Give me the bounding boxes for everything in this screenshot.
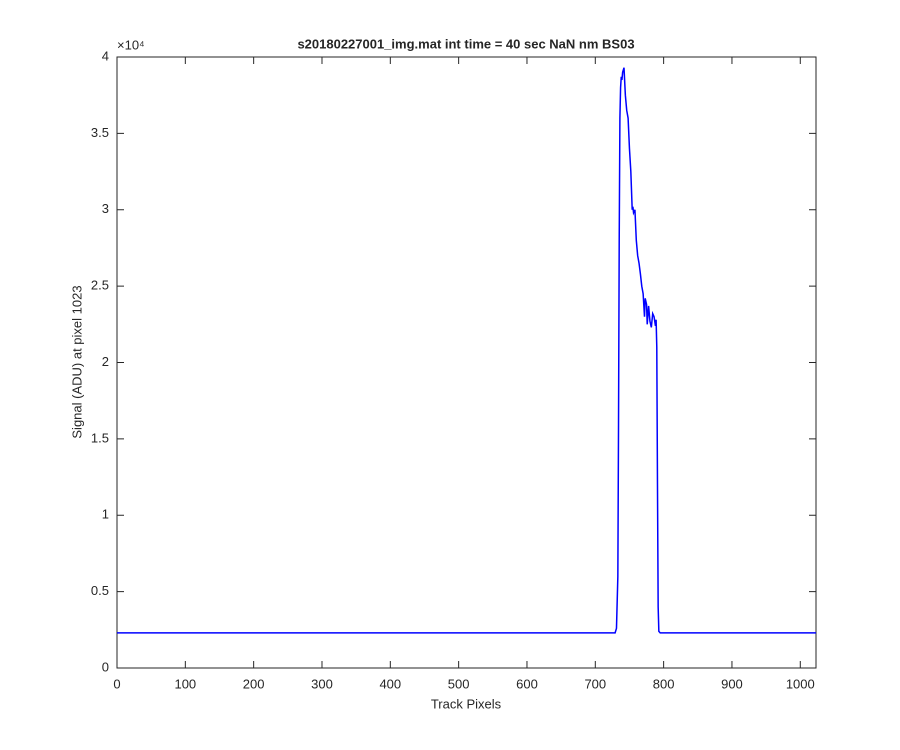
x-tick-label: 100 xyxy=(174,676,196,691)
y-tick-label: 3 xyxy=(102,201,109,216)
x-tick-label: 500 xyxy=(448,676,470,691)
y-tick-label: 3.5 xyxy=(91,125,109,140)
y-axis-label: Signal (ADU) at pixel 1023 xyxy=(69,285,84,438)
x-tick-label: 700 xyxy=(584,676,606,691)
y-tick-label: 2 xyxy=(102,354,109,369)
x-tick-label: 300 xyxy=(311,676,333,691)
data-line xyxy=(117,67,816,634)
plot-area xyxy=(116,56,817,669)
y-tick-label: 4 xyxy=(102,48,109,63)
x-tick-label: 400 xyxy=(379,676,401,691)
chart-title: s20180227001_img.mat int time = 40 sec N… xyxy=(297,36,634,51)
y-tick-label: 2.5 xyxy=(91,278,109,293)
y-multiplier: ×10⁴ xyxy=(117,37,145,52)
x-axis-label: Track Pixels xyxy=(431,696,502,711)
x-tick-label: 1000 xyxy=(786,676,815,691)
y-tick-label: 1 xyxy=(102,507,109,522)
x-tick-label: 200 xyxy=(243,676,265,691)
y-tick-label: 0 xyxy=(102,659,109,674)
y-tick-label: 1.5 xyxy=(91,430,109,445)
x-tick-label: 0 xyxy=(113,676,120,691)
x-tick-label: 600 xyxy=(516,676,538,691)
x-tick-label: 900 xyxy=(721,676,743,691)
x-tick-label: 800 xyxy=(653,676,675,691)
y-tick-label: 0.5 xyxy=(91,583,109,598)
